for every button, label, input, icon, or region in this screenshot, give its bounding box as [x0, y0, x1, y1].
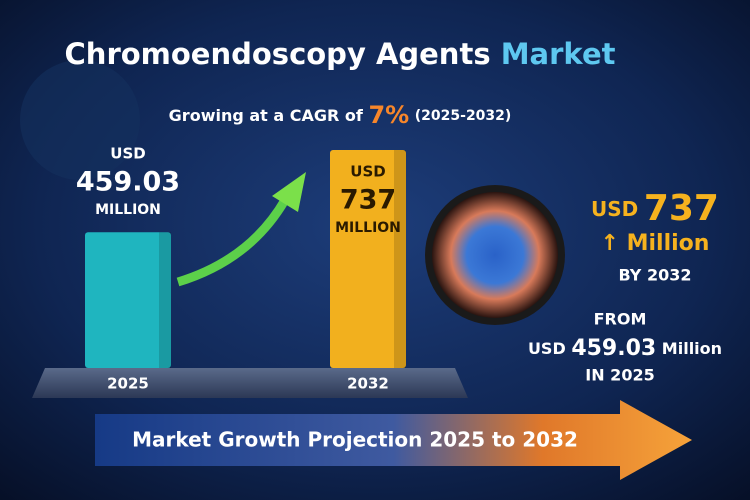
callout-by: BY 2032: [618, 266, 691, 285]
bar-currency: USD: [350, 163, 385, 181]
callout-from-line: USD 459.03 Million: [528, 336, 722, 361]
x-tick-label: 2025: [107, 375, 149, 393]
bar: [330, 150, 406, 368]
period: (2025-2032): [415, 108, 512, 124]
from-unit: Million: [662, 339, 722, 358]
growth-arrow: [176, 197, 289, 287]
title-main: Chromoendoscopy Agents: [65, 37, 491, 71]
bar-unit: MILLION: [335, 220, 401, 236]
bar-unit: MILLION: [95, 202, 161, 218]
platform: [32, 368, 468, 398]
decor: [20, 60, 140, 180]
bar-shade: [394, 150, 406, 368]
bar-shade: [159, 232, 171, 368]
from-currency: USD: [528, 339, 566, 358]
callout-value: USD 737: [591, 188, 719, 229]
subtitle-prefix: Growing at a CAGR of: [169, 106, 364, 125]
from-amount: 459.03: [571, 336, 656, 361]
bar-value: 459.03: [76, 167, 180, 198]
callout-from: FROM: [594, 310, 647, 329]
banner-arrow: [95, 400, 692, 480]
title: Chromoendoscopy Agents Market: [65, 37, 616, 71]
cagr: 7%: [368, 101, 409, 129]
callout-currency: USD: [591, 197, 638, 221]
subtitle: Growing at a CAGR of 7% (2025-2032): [169, 101, 512, 129]
bar-currency: USD: [110, 145, 145, 163]
endoscopy-image: [432, 192, 558, 318]
callout-unit-line: ↑ Million: [601, 231, 710, 256]
banner-text: Market Growth Projection 2025 to 2032: [132, 428, 578, 452]
title-highlight: Market: [501, 37, 616, 71]
x-tick-label: 2032: [347, 375, 389, 393]
bar: [85, 232, 171, 368]
growth-arrowhead: [272, 172, 306, 212]
callout-amount: 737: [644, 188, 719, 229]
bar-value: 737: [340, 185, 396, 216]
callout-from-year: IN 2025: [585, 366, 654, 385]
callout-unit: Million: [627, 231, 710, 256]
